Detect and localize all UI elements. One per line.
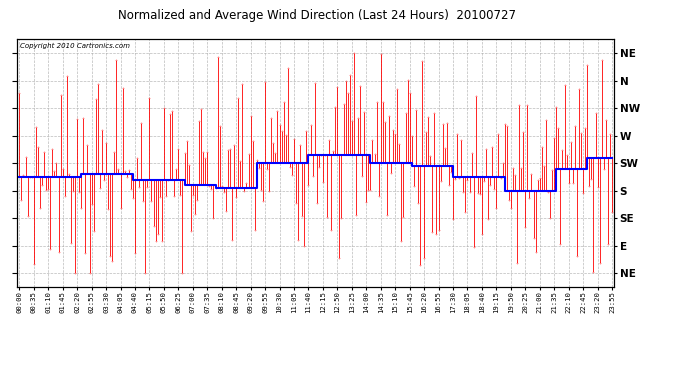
Text: Copyright 2010 Cartronics.com: Copyright 2010 Cartronics.com: [20, 43, 130, 49]
Text: Normalized and Average Wind Direction (Last 24 Hours)  20100727: Normalized and Average Wind Direction (L…: [119, 9, 516, 22]
